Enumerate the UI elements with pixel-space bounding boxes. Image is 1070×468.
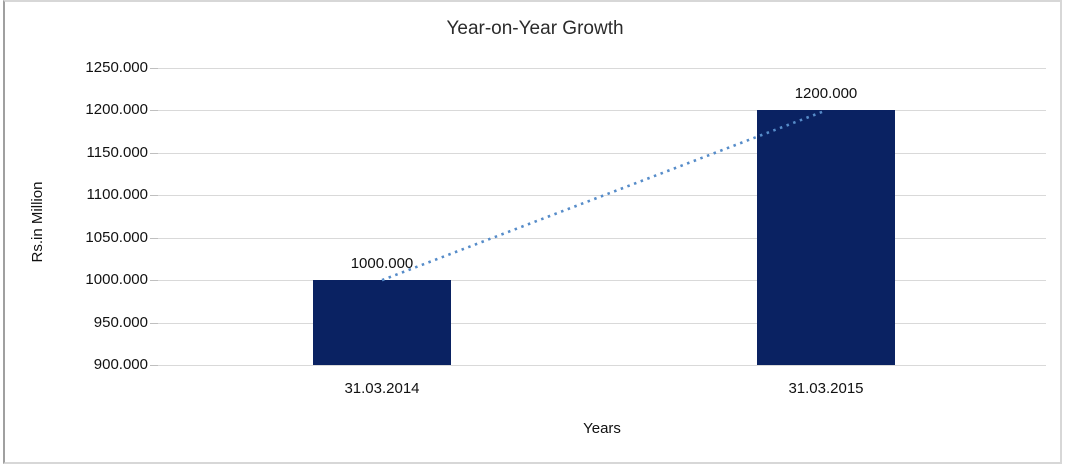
x-axis-title: Years xyxy=(583,420,621,437)
y-gridline xyxy=(158,152,1046,154)
x-axis-category-label: 31.03.2015 xyxy=(788,380,864,397)
y-axis-tick-mark xyxy=(150,152,158,154)
y-axis-tick-label: 1000.000 xyxy=(85,271,148,289)
y-axis-tick-label: 1250.000 xyxy=(85,59,148,76)
chart-title: Year-on-Year Growth xyxy=(446,18,624,39)
y-axis-tick-label: 1050.000 xyxy=(85,228,148,246)
x-axis-category-label: 31.03.2014 xyxy=(344,380,420,397)
y-gridline xyxy=(158,68,1046,69)
y-axis-tick-label: 1100.000 xyxy=(86,186,148,204)
y-gridline xyxy=(158,365,1046,366)
y-axis-tick-mark xyxy=(150,195,158,197)
y-axis-tick-label: 900.000 xyxy=(93,356,148,373)
y-gridline xyxy=(158,280,1046,282)
y-axis-tick-mark xyxy=(150,68,158,69)
y-gridline xyxy=(158,195,1046,197)
y-axis-tick-mark xyxy=(150,365,158,366)
y-axis-tick-label: 1200.000 xyxy=(85,101,148,119)
y-axis-tick-mark xyxy=(150,237,158,239)
bar-data-label: 1200.000 xyxy=(794,85,858,103)
y-gridline xyxy=(158,110,1046,112)
bar-31.03.2015 xyxy=(757,110,895,365)
y-axis-tick-mark xyxy=(150,110,158,112)
y-axis-tick-label: 1150.000 xyxy=(86,143,148,161)
y-gridline xyxy=(158,237,1046,239)
y-gridline xyxy=(158,322,1046,324)
y-axis-tick-mark xyxy=(150,280,158,282)
bar-data-label: 1000.000 xyxy=(350,255,414,273)
y-axis-tick-label: 950.000 xyxy=(93,313,148,331)
bar-31.03.2014 xyxy=(313,280,451,365)
y-axis-tick-mark xyxy=(150,322,158,324)
